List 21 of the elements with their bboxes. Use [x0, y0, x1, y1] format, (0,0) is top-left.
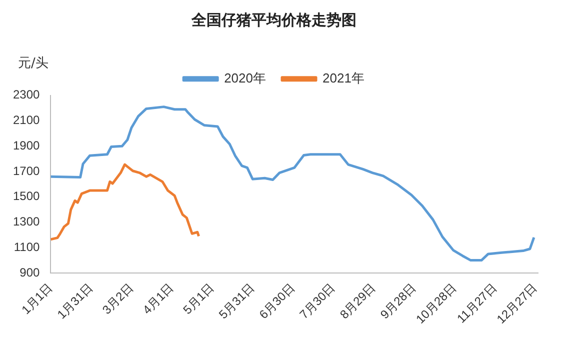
y-tick-label: 1500: [12, 189, 40, 204]
x-tick-label: 1月31日: [54, 280, 96, 322]
x-tick-label: 3月2日: [100, 280, 136, 317]
y-tick-label: 2100: [12, 113, 40, 128]
y-tick-label: 1700: [12, 164, 40, 178]
y-tick-label: 1300: [12, 214, 40, 229]
y-tick-label: 900: [20, 265, 40, 280]
y-tick-label: 2300: [12, 88, 40, 102]
x-tick-label: 7月30日: [296, 280, 338, 322]
x-tick-label: 5月31日: [216, 280, 258, 322]
x-tick-label: 6月30日: [256, 280, 298, 322]
y-tick-label: 1900: [12, 138, 40, 152]
chart-title: 全国仔猪平均价格走势图: [190, 10, 356, 29]
legend-label: 2021年: [322, 70, 364, 86]
x-tick-label: 1月1日: [18, 280, 56, 317]
x-tick-label: 4月1日: [140, 280, 176, 317]
y-axis-title: 元/头: [18, 55, 48, 72]
legend-label: 2020年: [224, 70, 266, 86]
y-tick-label: 1100: [14, 240, 40, 254]
x-tick-label: 5月1日: [180, 280, 217, 317]
x-tick-label: 8月29日: [337, 280, 378, 322]
